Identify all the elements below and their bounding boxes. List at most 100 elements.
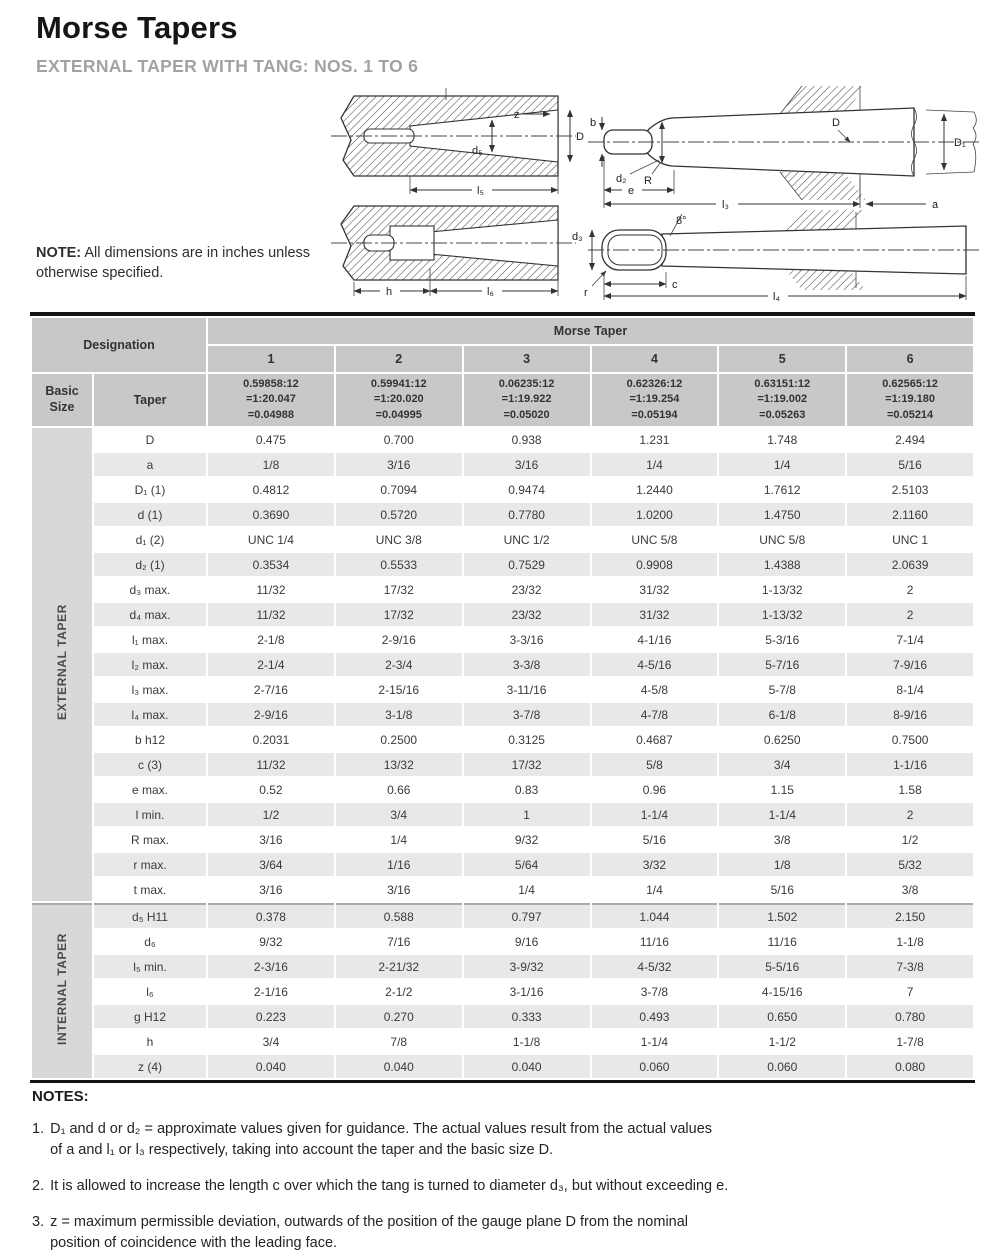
note-text: It is allowed to increase the length c o…	[50, 1178, 729, 1195]
row-label: D	[94, 428, 207, 451]
table-cell: 7/16	[335, 930, 462, 953]
table-cell: 2-1/4	[208, 653, 334, 676]
table-cell: 0.060	[719, 1055, 846, 1078]
table-row: t max. 3/16 3/16 1/4 1/4 5/16 3/8	[32, 878, 973, 901]
table-row: b h12 0.2031 0.2500 0.3125 0.4687 0.6250 0.750…	[32, 728, 973, 751]
table-row: c (3) 11/32 13/32 17/32 5/8 3/4 1-1/16	[32, 753, 973, 776]
row-label: l₄ max.	[94, 703, 207, 726]
diagram-label-d5: d₅	[472, 145, 483, 157]
table-cell: 0.3690	[208, 503, 334, 526]
table-cell: 1.4388	[719, 553, 846, 576]
table-cell: UNC 1	[847, 528, 973, 551]
table-cell: 31/32	[591, 603, 718, 626]
table-row: z (4) 0.040 0.040 0.040 0.060 0.060 0.080	[32, 1055, 973, 1078]
table-cell: 0.52	[208, 778, 334, 801]
col-header-2: 2	[335, 346, 462, 372]
diagram-label-l5: l₅	[477, 185, 484, 197]
diagram-label-l4: l₄	[773, 291, 780, 302]
notes-heading: NOTES:	[32, 1088, 89, 1105]
table-cell: 23/32	[463, 578, 590, 601]
table-cell: 3-7/8	[591, 980, 718, 1003]
table-cell: 1.7612	[719, 478, 846, 501]
shank-view-top: b d₂ R e l₃ a D D₁	[588, 85, 981, 211]
table-cell: 0.3534	[208, 553, 334, 576]
table-row: d₆ 9/32 7/16 9/16 11/16 11/16 1-1/8	[32, 930, 973, 953]
table-cell: 2.150	[847, 903, 973, 928]
table-cell: 0.270	[335, 1005, 462, 1028]
diagram-label-z: z	[514, 109, 520, 121]
table-cell: 7-3/8	[847, 955, 973, 978]
table-row: l min. 1/2 3/4 1 1-1/4 1-1/4 2	[32, 803, 973, 826]
table-cell: 4-15/16	[719, 980, 846, 1003]
note-text: z = maximum permissible deviation, outwa…	[50, 1214, 689, 1252]
table-cell: 8-9/16	[847, 703, 973, 726]
taper-drawing-svg: z d₅ D l₅	[331, 85, 981, 303]
dimensions-note: NOTE: All dimensions are in inches unles…	[36, 244, 336, 283]
table-cell: 3/32	[591, 853, 718, 876]
table-row: d₃ max. 11/32 17/32 23/32 31/32 1-13/32 2	[32, 578, 973, 601]
diagram-label-d2: d₂	[616, 173, 626, 185]
diagram-label-D-gauge: D	[832, 117, 840, 129]
table-cell: 0.6250	[719, 728, 846, 751]
group-label-internal-taper: INTERNAL TAPER	[32, 903, 92, 1078]
basic-size-header: Basic Size	[32, 374, 92, 426]
group-label-external-taper: EXTERNAL TAPER	[32, 428, 92, 901]
page-subtitle: EXTERNAL TAPER WITH TANG: NOS. 1 TO 6	[36, 56, 419, 76]
table-cell: 4-7/8	[591, 703, 718, 726]
row-label: d (1)	[94, 503, 207, 526]
table-cell: 2-7/16	[208, 678, 334, 701]
row-label: l₂ max.	[94, 653, 207, 676]
table-cell: 3-3/8	[463, 653, 590, 676]
diagram-label-r: r	[584, 287, 588, 299]
table-cell: 0.588	[335, 903, 462, 928]
table-cell: 1/4	[335, 828, 462, 851]
table-cell: 4-5/32	[591, 955, 718, 978]
table-cell: 3-11/16	[463, 678, 590, 701]
table-cell: 13/32	[335, 753, 462, 776]
table-cell: 1-7/8	[847, 1030, 973, 1053]
table-cell: 1.2440	[591, 478, 718, 501]
table-cell: 17/32	[335, 578, 462, 601]
table-cell: 0.040	[208, 1055, 334, 1078]
table-cell: 1/4	[591, 878, 718, 901]
row-label: l min.	[94, 803, 207, 826]
row-label: l₅ min.	[94, 955, 207, 978]
table-cell: 1.58	[847, 778, 973, 801]
table-cell: 0.040	[335, 1055, 462, 1078]
diagram-label-R: R	[644, 175, 652, 187]
table-row: l₂ max. 2-1/4 2-3/4 3-3/8 4-5/16 5-7/16 7-9/16	[32, 653, 973, 676]
shank-view-bottom: 8° d₃ r c l₄	[572, 210, 981, 303]
row-label: a	[94, 453, 207, 476]
table-body: EXTERNAL TAPER D 0.475 0.700 0.938 1.231 1.748…	[32, 428, 973, 1078]
socket-section-bottom: h l₆	[331, 205, 576, 298]
col-header-5: 5	[719, 346, 846, 372]
table-cell: 17/32	[463, 753, 590, 776]
table-cell: 8-1/4	[847, 678, 973, 701]
table-cell: 1-13/32	[719, 578, 846, 601]
taper-value-2: 0.59941:12 =1:20.020 =0.04995	[335, 374, 462, 426]
table-row: e max. 0.52 0.66 0.83 0.96 1.15 1.58	[32, 778, 973, 801]
table-cell: 1.4750	[719, 503, 846, 526]
table-cell: 1-1/8	[463, 1030, 590, 1053]
note-text: D₁ and d or d₂ = approximate values give…	[50, 1121, 713, 1159]
table-cell: 1-1/4	[591, 1030, 718, 1053]
table-cell: 3-7/8	[463, 703, 590, 726]
col-header-1: 1	[208, 346, 334, 372]
row-label: d₁ (2)	[94, 528, 207, 551]
table-cell: 0.040	[463, 1055, 590, 1078]
technical-drawing: z d₅ D l₅	[326, 84, 986, 303]
taper-value-3: 0.06235:12 =1:19.922 =0.05020	[463, 374, 590, 426]
table-row: d₁ (2) UNC 1/4 UNC 3/8 UNC 1/2 UNC 5/8 UNC 5/…	[32, 528, 973, 551]
table-cell: 0.060	[591, 1055, 718, 1078]
taper-header: Taper	[94, 374, 207, 426]
table-cell: 1.502	[719, 903, 846, 928]
table-cell: 3/4	[719, 753, 846, 776]
taper-value-4: 0.62326:12 =1:19.254 =0.05194	[591, 374, 718, 426]
table-cell: 5/8	[591, 753, 718, 776]
table-row: l₆ 2-1/16 2-1/2 3-1/16 3-7/8 4-15/16 7	[32, 980, 973, 1003]
table-cell: 3/16	[463, 453, 590, 476]
row-label: d₂ (1)	[94, 553, 207, 576]
table-cell: UNC 1/4	[208, 528, 334, 551]
diagram-label-a: a	[932, 199, 939, 211]
table-cell: 1/2	[208, 803, 334, 826]
